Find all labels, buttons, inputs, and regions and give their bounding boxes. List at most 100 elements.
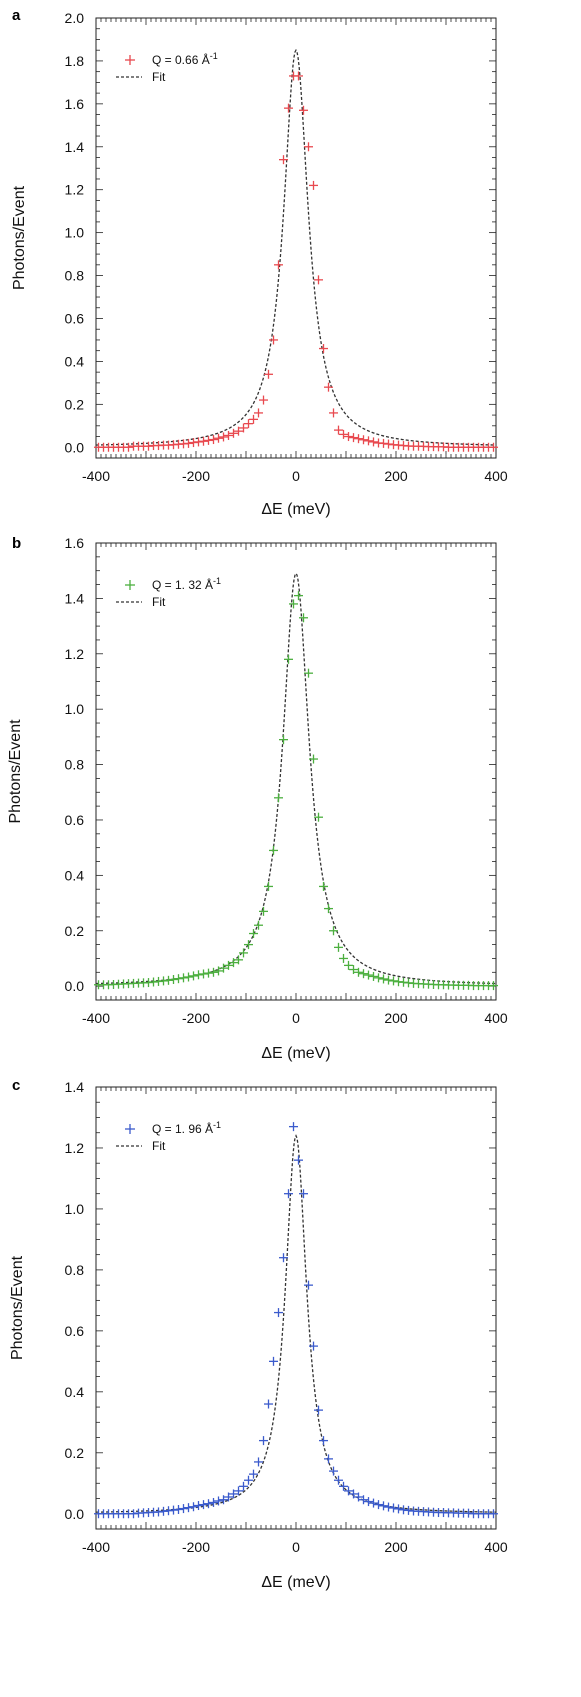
data-point [299,613,308,623]
data-point [329,408,338,418]
data-point [379,1501,388,1511]
data-point [344,1486,353,1496]
data-point [194,1501,203,1511]
data-point [329,1466,338,1476]
data-point [334,425,343,435]
data-point [339,429,348,439]
data-point [179,1504,188,1514]
data-point [234,955,243,965]
data-point [314,1405,323,1415]
data-point [259,906,268,916]
plot-frame [95,1086,497,1530]
legend-entry-sup: -1 [213,1120,221,1130]
data-point [349,433,358,443]
y-tick-label: 1.6 [65,535,85,551]
y-tick-label: 1.6 [65,96,85,112]
x-tick-label: -400 [82,1010,110,1026]
data-point [264,881,273,891]
data-point [244,419,253,429]
data-point [214,433,223,443]
x-axis-title: ΔE (meV) [261,501,330,518]
data-point [209,435,218,445]
data-point [204,968,213,978]
data-point [214,1496,223,1506]
data-point [359,1495,368,1505]
data-point [299,1189,308,1199]
plot-frame [95,542,497,1001]
data-point [229,958,238,968]
y-tick-label: 0.8 [65,1262,85,1278]
x-tick-label: 400 [484,1010,508,1026]
data-point [489,1509,498,1519]
y-tick-label: 0.8 [65,757,85,773]
data-point [269,845,278,855]
data-point [349,965,358,975]
y-tick-label: 0.4 [65,867,85,883]
data-point [214,966,223,976]
data-point [274,260,283,270]
data-point [219,432,228,442]
data-point [294,71,303,81]
panel-label: a [12,7,21,24]
data-point [189,971,198,981]
y-tick-label: 0.2 [65,1445,85,1461]
data-point [344,960,353,970]
data-point [339,953,348,963]
data-point [254,408,263,418]
data-point [219,1495,228,1505]
data-point [364,1497,373,1507]
data-point [204,1499,213,1509]
data-point [284,654,293,664]
y-tick-label: 1.2 [65,182,85,198]
data-point [209,1497,218,1507]
data-point [274,1308,283,1318]
data-point [489,442,498,452]
data-point [239,423,248,433]
y-tick-label: 1.8 [65,53,85,69]
data-point [219,963,228,973]
data-point [319,881,328,891]
data-point [239,1481,248,1491]
y-tick-label: 1.2 [65,646,85,662]
legend-entry-data: Q = 0.66 Å-1 [152,51,218,67]
data-point [179,973,188,983]
data-point [389,976,398,986]
data-point [224,1492,233,1502]
y-axis-title: Photons/Event [9,1255,26,1360]
data-point [199,436,208,446]
y-tick-label: 1.0 [65,1201,85,1217]
data-point [384,1502,393,1512]
y-axis-title: Photons/Event [11,185,28,290]
data-point [239,948,248,958]
x-tick-label: 0 [292,1539,300,1555]
data-point [309,1341,318,1351]
data-point [169,975,178,985]
data-point [319,1436,328,1446]
legend-entry-sup: -1 [213,576,221,586]
y-tick-label: 0.4 [65,1384,85,1400]
data-point [284,103,293,113]
y-tick-label: 0.6 [65,310,85,326]
y-tick-label: 1.0 [65,701,85,717]
data-point [164,975,173,985]
data-point [279,735,288,745]
chart-panel-c: -400 -200 0 200 400 0.0 0.2 0.4 0.6 0.8 1.0 1.2 1.4 Δ… [9,1077,508,1591]
data-point [234,1486,243,1496]
data-point [194,970,203,980]
data-point [324,1454,333,1464]
data-point [374,1500,383,1510]
x-tick-label: 200 [384,1010,408,1026]
legend-entry-main: Q = 1. 32 Å [152,577,213,592]
data-point [274,793,283,803]
x-axis-title: ΔE (meV) [261,1574,330,1591]
data-point [259,395,268,405]
x-tick-label: 400 [484,468,508,484]
data-point [249,414,258,424]
y-tick-label: 1.0 [65,225,85,241]
data-point [369,1498,378,1508]
chart-panel-a: -400 -200 0 200 400 0.0 0.2 0.4 0.6 0.8 1.0 1.2 1.4 1… [11,7,508,518]
y-tick-label: 1.2 [65,1140,85,1156]
data-point [234,426,243,436]
data-point [344,432,353,442]
